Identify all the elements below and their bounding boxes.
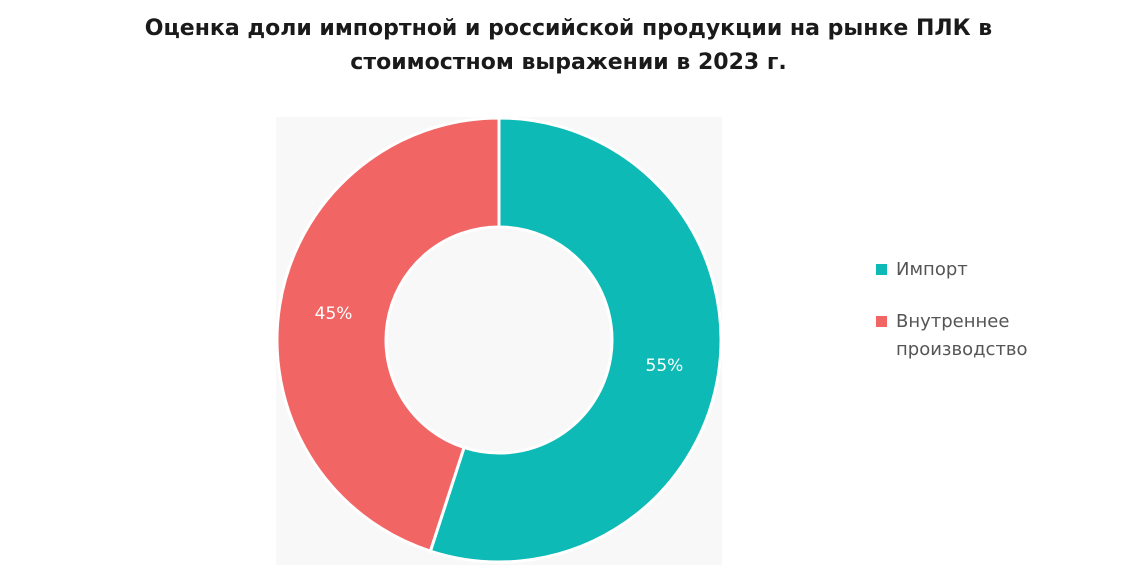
legend-label-import: Импорт [896, 259, 968, 280]
legend-label-domestic: Внутреннее производство [896, 311, 1028, 360]
legend: Импорт Внутреннее производство [876, 256, 1076, 388]
slice-label-import: 55% [646, 356, 684, 376]
donut-chart: 55% 45% [276, 117, 722, 564]
slice-import[interactable] [428, 117, 722, 564]
legend-swatch-domestic [876, 316, 887, 327]
legend-item-import[interactable]: Импорт [876, 256, 1076, 284]
legend-swatch-import [876, 264, 887, 275]
slice-domestic[interactable] [276, 117, 501, 554]
chart-title-line-1: Оценка доли импортной и российской проду… [144, 16, 993, 41]
legend-item-domestic[interactable]: Внутреннее производство [876, 308, 1076, 364]
chart-title-line-2: стоимостном выражении в 2023 г. [350, 50, 787, 75]
chart-title: Оценка доли импортной и российской проду… [0, 12, 1137, 80]
plot-area: 55% 45% [276, 117, 722, 565]
slice-label-domestic: 45% [315, 304, 353, 324]
